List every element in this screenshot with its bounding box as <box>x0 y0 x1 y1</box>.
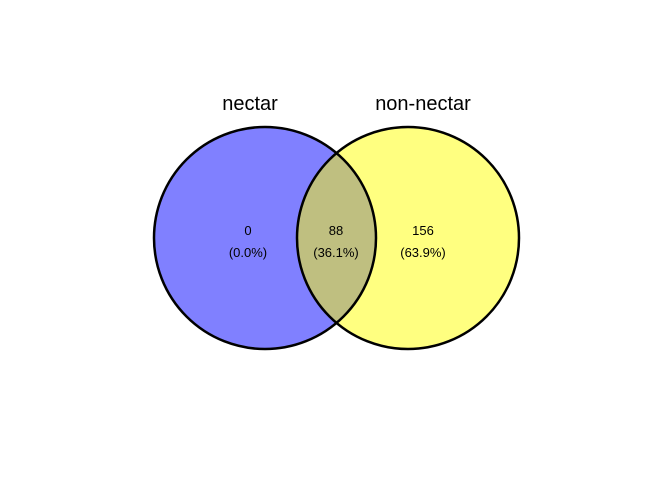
non-nectar-only-count: 156 <box>412 223 434 238</box>
non-nectar-label: non-nectar <box>375 93 471 115</box>
nectar-label: nectar <box>222 93 278 115</box>
both-count: 88 <box>329 223 343 238</box>
nectar-circle-outline <box>152 125 378 351</box>
non-nectar-only-percent: (63.9%) <box>400 245 446 260</box>
non-nectar-circle-outline <box>295 125 521 351</box>
nectar-only-count: 0 <box>244 223 251 238</box>
overlap-region <box>297 127 376 349</box>
nectar-only-percent: (0.0%) <box>229 245 267 260</box>
both-percent: (36.1%) <box>313 245 359 260</box>
